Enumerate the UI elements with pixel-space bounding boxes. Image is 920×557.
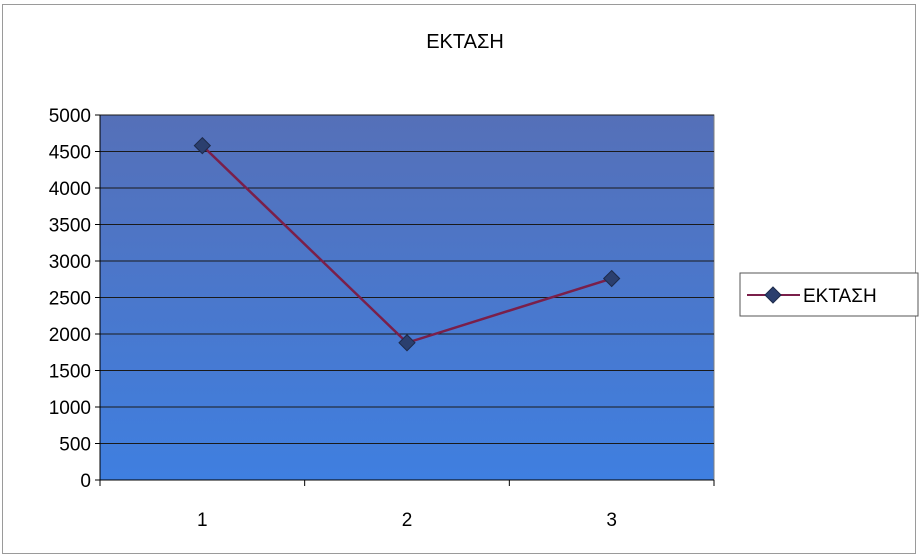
y-tick-label: 5000 [49, 106, 91, 127]
x-tick-label: 3 [606, 510, 617, 531]
y-tick-label: 1500 [49, 362, 91, 383]
series-layer [193, 136, 621, 352]
y-tick-label: 2000 [49, 325, 91, 346]
y-tick-label: 4500 [49, 143, 91, 164]
y-tick-label: 1000 [49, 398, 91, 419]
y-axis-ticks: 0 500 1000 1500 2000 2500 3000 3500 4000 4500 5000 [49, 106, 100, 492]
gridlines [100, 114, 714, 444]
y-tick-label: 4000 [49, 179, 91, 200]
data-point-marker [193, 136, 212, 155]
x-tick-label: 2 [402, 510, 413, 531]
y-tick-label: 3000 [49, 252, 91, 273]
chart-title: ΕΚΤΑΣΗ [426, 31, 504, 53]
x-axis-ticks: 1 2 3 [99, 480, 715, 531]
y-tick-label: 2500 [49, 289, 91, 310]
y-tick-label: 0 [80, 471, 91, 492]
legend-label: ΕΚΤΑΣΗ [803, 286, 877, 307]
data-point-marker [398, 334, 416, 352]
legend-marker [764, 286, 782, 304]
data-point-marker [602, 269, 621, 288]
x-tick-label: 1 [197, 510, 208, 531]
legend: ΕΚΤΑΣΗ [739, 272, 919, 317]
y-tick-label: 3500 [49, 216, 91, 237]
y-tick-label: 500 [59, 435, 91, 456]
